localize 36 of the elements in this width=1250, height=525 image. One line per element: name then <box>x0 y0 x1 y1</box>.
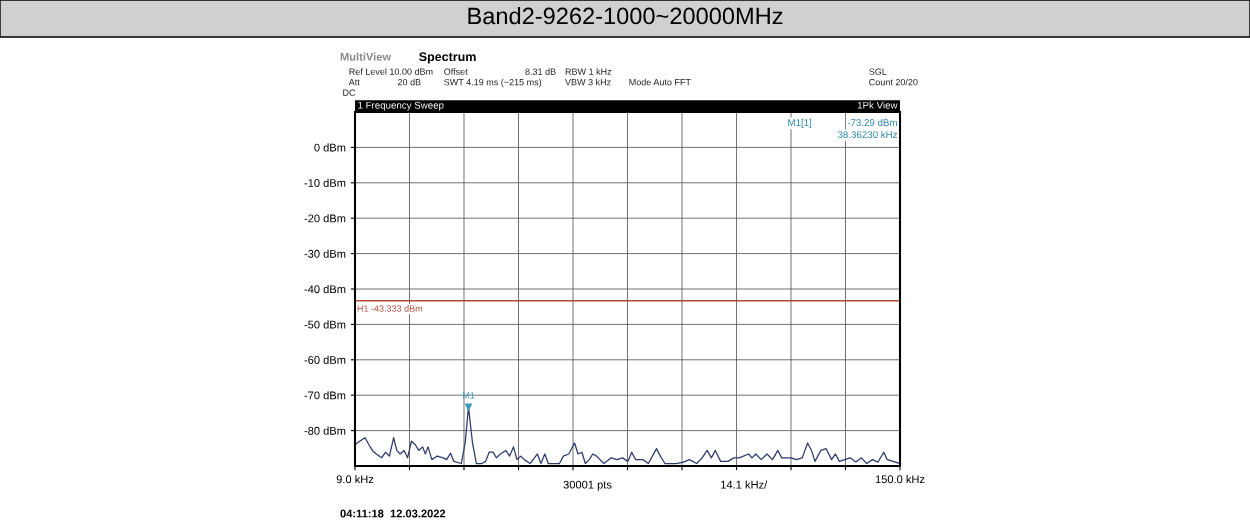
y-tick-label: -70 dBm <box>304 391 346 400</box>
text: SGL <box>869 68 887 75</box>
y-tick-label: -10 dBm <box>304 178 346 187</box>
annotation: M1[1] <box>788 118 812 128</box>
text: 1Pk View <box>857 101 898 109</box>
ref-line-label: H1 -43.333 dBm <box>357 305 423 312</box>
text: MultiView <box>340 52 392 61</box>
text: 14.1 kHz/ <box>721 480 768 489</box>
text: 1 Frequency Sweep <box>358 101 444 111</box>
text: 20 dB <box>397 78 421 86</box>
annotation: -73.29 dBm <box>847 118 897 126</box>
text: Mode Auto FFT <box>629 78 691 86</box>
text: Ref Level 10.00 dBm <box>349 68 433 75</box>
text: DC <box>343 89 356 96</box>
text: RBW 1 kHz <box>565 68 612 75</box>
text: Count 20/20 <box>869 78 918 86</box>
y-tick-label: -30 dBm <box>304 249 346 258</box>
annotation: 38.36230 kHz <box>837 130 898 139</box>
text: Offset <box>444 68 468 75</box>
text: 8.31 dB <box>525 68 556 75</box>
annotation: M1 <box>462 392 475 399</box>
x-tick-label: 150.0 kHz <box>875 475 925 484</box>
y-tick-label: -50 dBm <box>304 320 346 329</box>
text: 30001 pts <box>563 480 612 491</box>
text: 04:11:18 12.03.2022 <box>340 509 446 518</box>
y-tick-label: 0 dBm <box>314 143 346 152</box>
y-tick-label: -20 dBm <box>304 214 346 223</box>
text: Att <box>348 79 360 86</box>
y-tick-label: -40 dBm <box>304 284 346 294</box>
y-tick-label: -80 dBm <box>304 426 346 435</box>
text: VBW 3 kHz <box>565 78 611 86</box>
x-tick-label: 9.0 kHz <box>336 475 374 484</box>
chart-title: Band2-9262-1000~20000MHz <box>468 7 783 25</box>
text: SWT 4.19 ms (~215 ms) <box>444 78 542 88</box>
y-tick-label: -60 dBm <box>304 355 346 364</box>
text: Spectrum <box>419 52 476 64</box>
